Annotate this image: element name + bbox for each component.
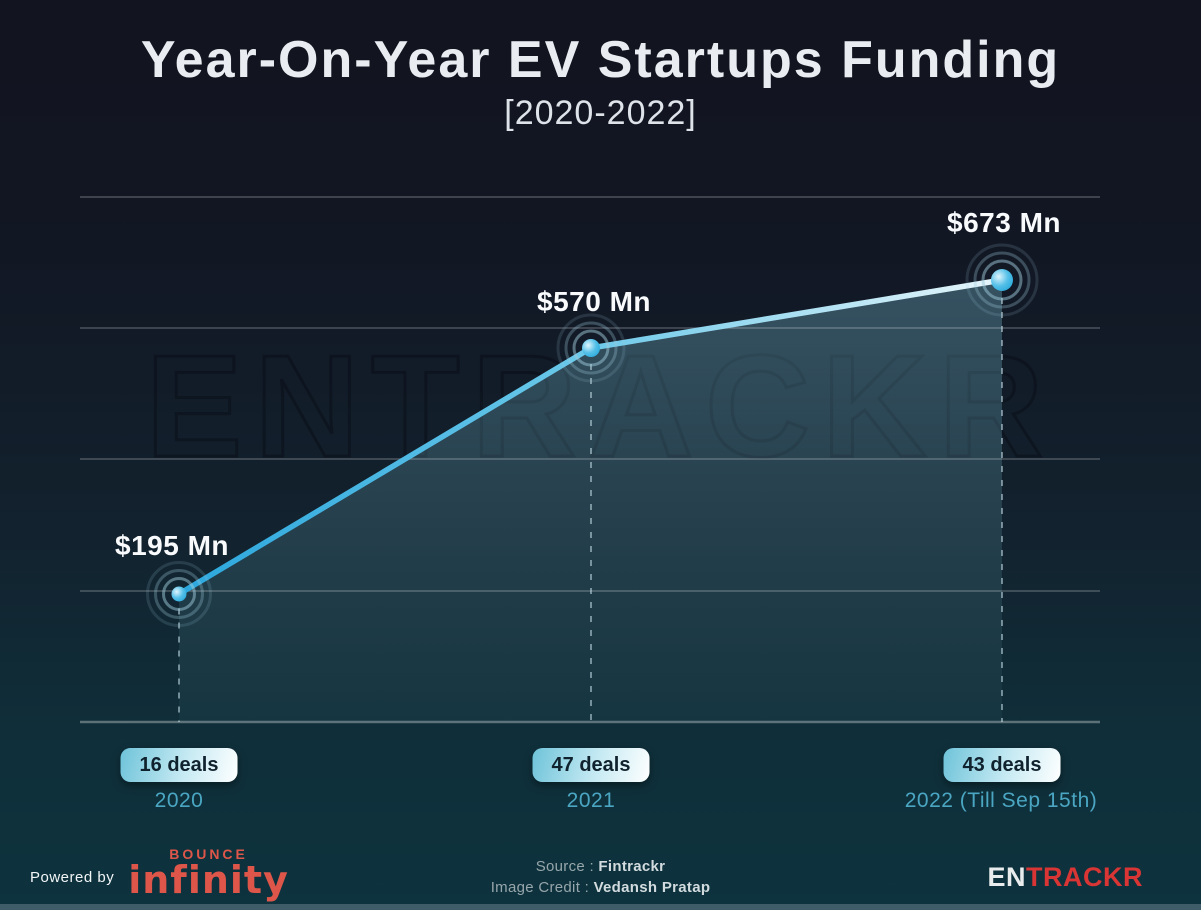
source-label: Source : <box>535 858 594 875</box>
area-fill <box>179 280 1002 722</box>
image-credit-line: Image Credit : Vedansh Pratap <box>0 877 1201 898</box>
data-point <box>582 339 600 357</box>
x-axis-label-2021: 2021 <box>566 789 616 812</box>
bounce-logo-text: BOUNCE <box>169 845 248 862</box>
data-point <box>991 269 1013 291</box>
image-credit-value: Vedansh Pratap <box>593 879 711 896</box>
ripple-ring <box>162 577 196 611</box>
ripple-ring <box>965 243 1039 317</box>
deals-badge-2021: 47 deals <box>532 748 650 782</box>
infinity-logo-text: infinity <box>128 857 289 902</box>
ripple-ring <box>556 313 626 383</box>
bounce-infinity-logo: BOUNCE infinity <box>128 845 289 902</box>
deals-badge-2020: 16 deals <box>120 748 238 782</box>
entrackr-logo-en: EN <box>987 862 1026 892</box>
page-title: Year-On-Year EV Startups Funding <box>140 31 1061 89</box>
entrackr-logo-trackr: TRACKR <box>1026 862 1143 892</box>
ripple-ring <box>973 251 1031 309</box>
x-axis-label-2022: 2022 (Till Sep 15th) <box>904 789 1098 812</box>
credits-block: Source : Fintrackr Image Credit : Vedans… <box>0 856 1201 898</box>
value-label-2020: $195 Mn <box>115 530 229 561</box>
powered-by-block: Powered by BOUNCE infinity <box>30 845 289 902</box>
x-axis-label-2020: 2020 <box>154 789 204 812</box>
ripple-ring <box>154 569 204 619</box>
entrackr-logo: ENTRACKR <box>987 862 1143 893</box>
page-subtitle: [2020-2022] <box>504 94 697 132</box>
source-line: Source : Fintrackr <box>0 856 1201 877</box>
deals-badge-2022: 43 deals <box>943 748 1061 782</box>
ripple-ring <box>572 329 610 367</box>
source-value: Fintrackr <box>598 858 666 875</box>
powered-by-label: Powered by <box>30 869 115 886</box>
data-point <box>171 586 187 602</box>
ripple-ring <box>981 259 1023 301</box>
value-label-2022: $673 Mn <box>947 207 1061 238</box>
value-label-2021: $570 Mn <box>537 286 651 317</box>
image-credit-label: Image Credit : <box>490 879 590 896</box>
bottom-accent-strip <box>0 904 1201 910</box>
ripple-ring <box>564 321 618 375</box>
ripple-ring <box>146 561 212 627</box>
